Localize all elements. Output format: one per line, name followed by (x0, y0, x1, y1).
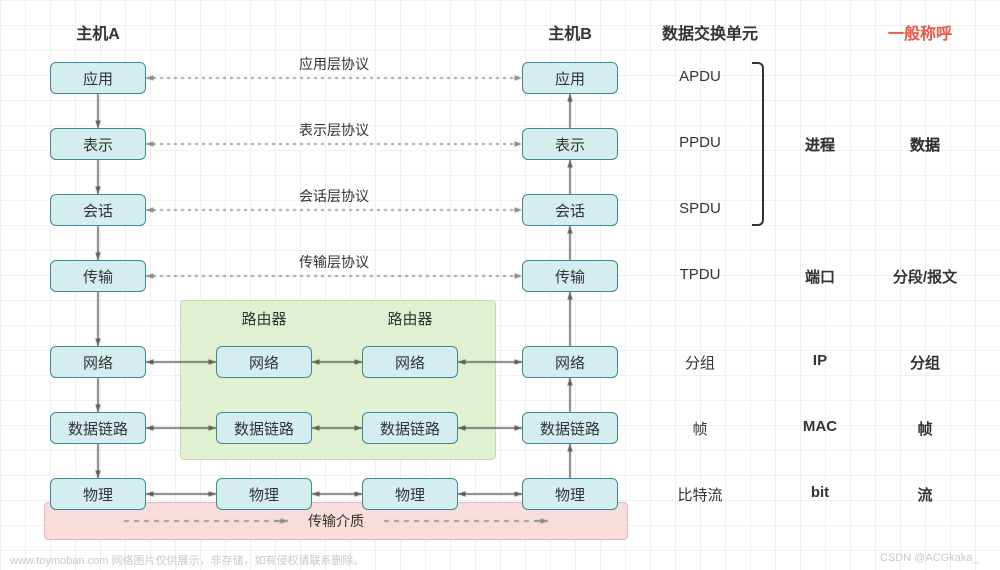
host-a-layer-3: 传输 (50, 260, 146, 292)
router1-layer-6: 物理 (216, 478, 312, 510)
unit-1: PPDU (660, 134, 740, 151)
brace-name: 数据 (880, 134, 970, 155)
brace-bold: 进程 (790, 134, 850, 155)
unit-2: SPDU (660, 200, 740, 217)
header-host-b: 主机B (522, 20, 618, 44)
proto-label-2: 会话层协议 (284, 186, 384, 206)
host-b-layer-3: 传输 (522, 260, 618, 292)
host-a-layer-5: 数据链路 (50, 412, 146, 444)
unit-3: TPDU (660, 266, 740, 283)
bold-6: bit (790, 484, 850, 501)
host-a-layer-1: 表示 (50, 128, 146, 160)
watermark-left: www.toymoban.com 网络图片仅供展示，非存储，如有侵权请联系删除。 (10, 552, 364, 568)
host-b-layer-6: 物理 (522, 478, 618, 510)
unit-5: 帧 (660, 418, 740, 439)
proto-label-3: 传输层协议 (284, 252, 384, 272)
proto-label-1: 表示层协议 (284, 120, 384, 140)
router2-layer-6: 物理 (362, 478, 458, 510)
header-host-a: 主机A (50, 20, 146, 44)
router2-layer-5: 数据链路 (362, 412, 458, 444)
name-6: 流 (880, 484, 970, 505)
unit-4: 分组 (660, 352, 740, 373)
host-b-layer-0: 应用 (522, 62, 618, 94)
host-b-layer-5: 数据链路 (522, 412, 618, 444)
header-name: 一般称呼 (870, 20, 970, 44)
host-b-layer-1: 表示 (522, 128, 618, 160)
host-a-layer-0: 应用 (50, 62, 146, 94)
host-a-layer-2: 会话 (50, 194, 146, 226)
unit-6: 比特流 (660, 484, 740, 505)
header-unit: 数据交换单元 (640, 20, 780, 44)
router-label-1: 路由器 (216, 308, 312, 329)
router2-layer-4: 网络 (362, 346, 458, 378)
bold-3: 端口 (790, 266, 850, 287)
medium-label: 传输介质 (288, 511, 384, 531)
unit-0: APDU (660, 68, 740, 85)
bold-5: MAC (790, 418, 850, 435)
proto-label-0: 应用层协议 (284, 54, 384, 74)
diagram-canvas (0, 0, 1000, 570)
brace (752, 62, 764, 226)
router1-layer-5: 数据链路 (216, 412, 312, 444)
name-4: 分组 (880, 352, 970, 373)
watermark-right: CSDN @ACGkaka_ (880, 552, 979, 564)
bold-4: IP (790, 352, 850, 369)
router1-layer-4: 网络 (216, 346, 312, 378)
host-a-layer-4: 网络 (50, 346, 146, 378)
name-5: 帧 (880, 418, 970, 439)
host-a-layer-6: 物理 (50, 478, 146, 510)
name-3: 分段/报文 (880, 266, 970, 287)
router-label-2: 路由器 (362, 308, 458, 329)
host-b-layer-2: 会话 (522, 194, 618, 226)
host-b-layer-4: 网络 (522, 346, 618, 378)
